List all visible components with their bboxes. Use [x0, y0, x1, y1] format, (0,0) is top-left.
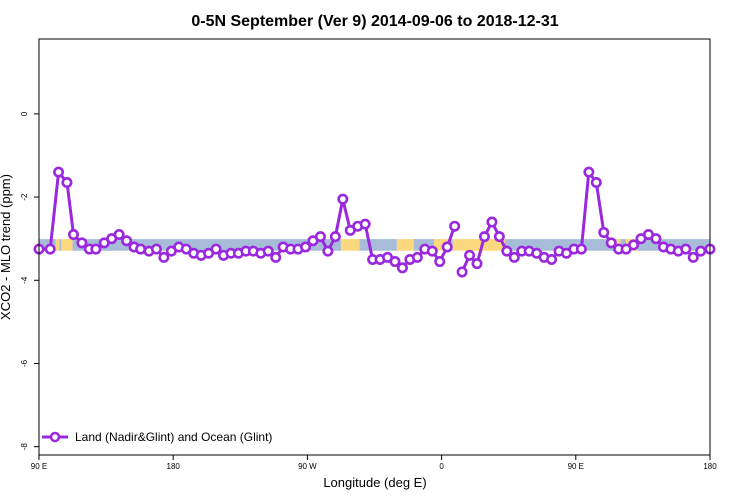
- strip-segment-ocean: [59, 239, 62, 251]
- x-tick-label: 90 E: [568, 462, 584, 471]
- data-point: [590, 177, 602, 189]
- strip-segment-land: [61, 239, 73, 251]
- data-point: [478, 231, 490, 243]
- data-point: [322, 245, 334, 257]
- data-point: [464, 249, 476, 261]
- data-point: [471, 258, 483, 270]
- data-point: [501, 245, 513, 257]
- y-axis: 0 -2 -4 -6 -8: [20, 111, 39, 450]
- data-point: [359, 218, 371, 230]
- strip-segment-land: [396, 239, 414, 251]
- series-markers: [33, 166, 716, 278]
- data-point: [262, 245, 274, 257]
- data-point: [300, 241, 312, 253]
- strip-segment-ocean: [504, 239, 617, 251]
- data-point: [493, 231, 505, 243]
- strip-segment-land: [452, 239, 505, 251]
- data-point: [314, 231, 326, 243]
- x-axis-label: Longitude (deg E): [323, 475, 426, 490]
- data-point: [135, 243, 147, 255]
- data-point: [687, 251, 699, 263]
- strip-segment-land: [434, 239, 450, 251]
- data-point: [546, 253, 558, 265]
- data-point: [121, 235, 133, 247]
- data-point: [61, 177, 73, 189]
- data-point: [605, 237, 617, 249]
- data-point: [396, 262, 408, 274]
- strip-segment-ocean: [72, 239, 341, 251]
- data-point: [486, 216, 498, 228]
- strip-segment-land: [340, 239, 360, 251]
- data-point: [680, 243, 692, 255]
- x-axis: 90 E 180 90 W 0 90 E 180: [31, 455, 717, 471]
- y-tick-label: 0: [20, 111, 29, 116]
- series-line: [460, 170, 711, 273]
- x-tick-label: 90 W: [298, 462, 317, 471]
- legend: Land (Nadir&Glint) and Ocean (Glint): [42, 430, 272, 444]
- data-point: [695, 245, 707, 257]
- data-point: [150, 243, 162, 255]
- y-tick-label: -8: [20, 443, 29, 451]
- plot-frame: [38, 38, 711, 456]
- x-tick-label: 0: [439, 462, 444, 471]
- data-point: [113, 229, 125, 241]
- data-point: [90, 243, 102, 255]
- data-point: [456, 266, 468, 278]
- data-point: [650, 233, 662, 245]
- data-point: [441, 241, 453, 253]
- strip-segment-land: [55, 239, 60, 251]
- legend-entry-label: Land (Nadir&Glint) and Ocean (Glint): [75, 430, 272, 444]
- data-point: [575, 243, 587, 255]
- data-point: [44, 243, 56, 255]
- data-point: [411, 251, 423, 263]
- x-tick-label: 180: [703, 462, 717, 471]
- y-tick-label: -2: [20, 193, 29, 201]
- data-point: [53, 166, 65, 178]
- data-point: [329, 231, 341, 243]
- y-tick-label: -6: [20, 359, 29, 367]
- y-tick-label: -4: [20, 276, 29, 284]
- data-point: [508, 251, 520, 263]
- data-point: [583, 166, 595, 178]
- data-point: [270, 251, 282, 263]
- data-point: [158, 251, 170, 263]
- data-point: [337, 193, 349, 205]
- data-point: [434, 256, 446, 268]
- chart-title: 0-5N September (Ver 9) 2014-09-06 to 201…: [191, 13, 558, 30]
- y-axis-label: XCO2 - MLO trend (ppm): [0, 174, 13, 320]
- data-point: [76, 237, 88, 249]
- data-point: [67, 229, 79, 241]
- data-point: [210, 243, 222, 255]
- data-point: [628, 239, 640, 251]
- x-tick-label: 180: [167, 462, 181, 471]
- strip-segment-ocean: [359, 239, 397, 251]
- data-point: [389, 256, 401, 268]
- data-point: [449, 220, 461, 232]
- data-point: [426, 245, 438, 257]
- legend-marker-swatch: [49, 431, 61, 443]
- data-point: [598, 226, 610, 238]
- x-tick-label: 90 E: [31, 462, 47, 471]
